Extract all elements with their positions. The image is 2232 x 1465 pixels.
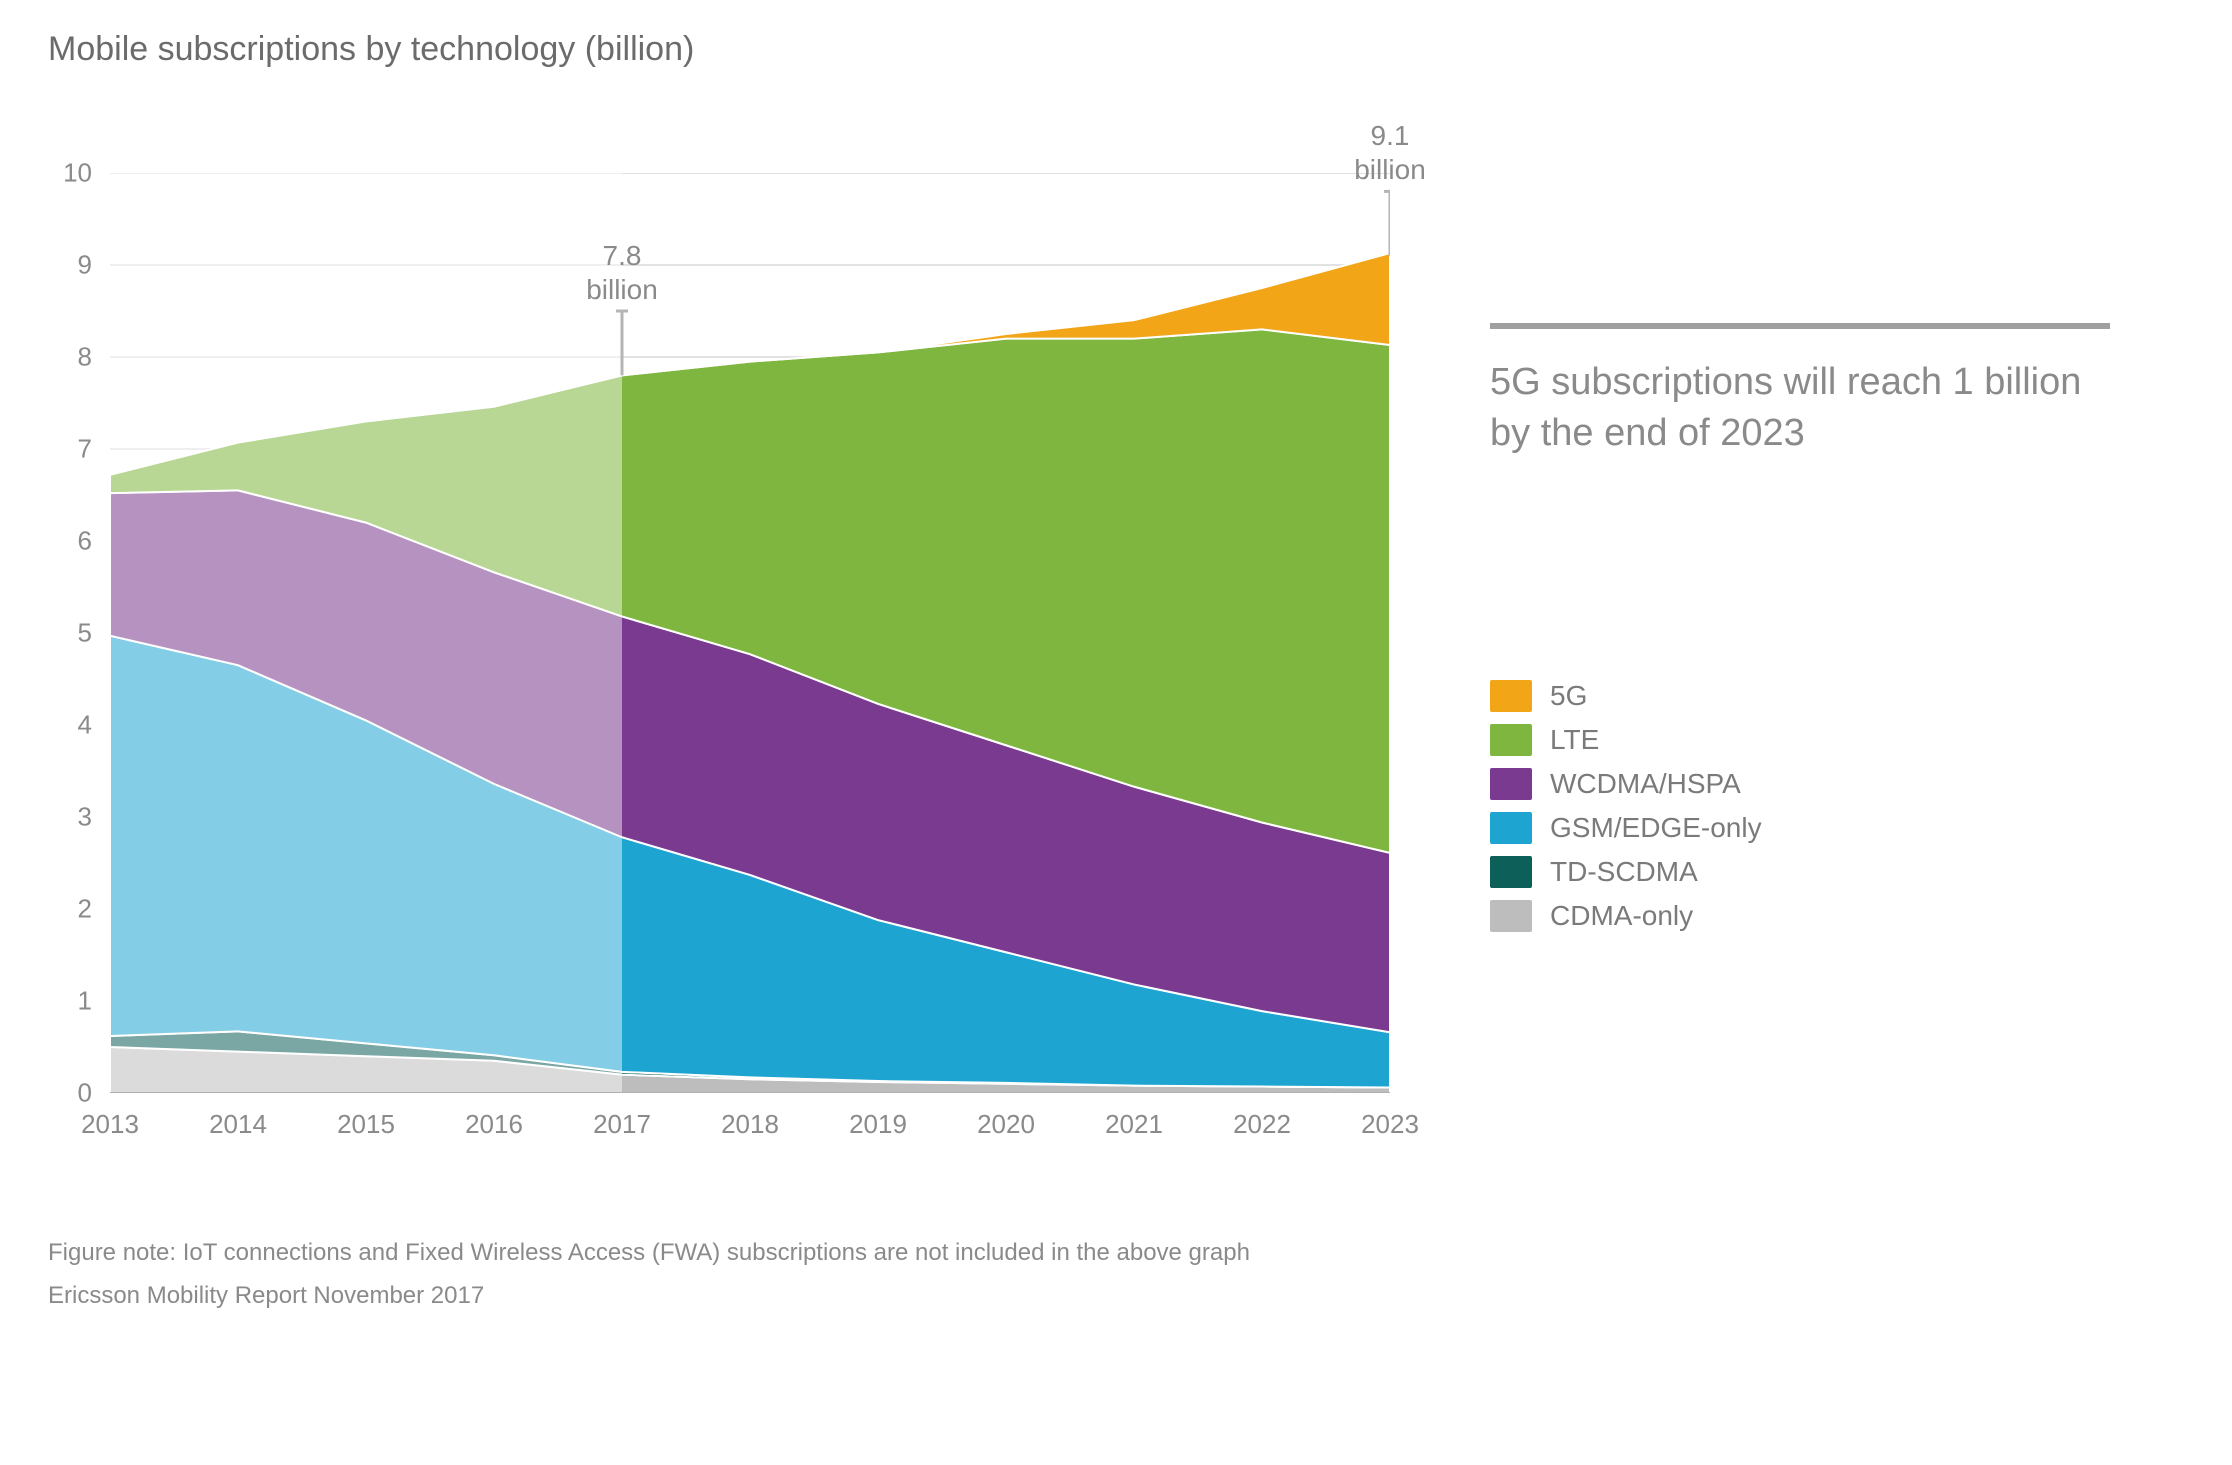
y-tick-label: 0: [78, 1078, 92, 1109]
callout: 9.1billion: [1354, 119, 1426, 186]
x-tick-label: 2017: [593, 1109, 651, 1140]
x-tick-label: 2023: [1361, 1109, 1419, 1140]
x-tick-label: 2015: [337, 1109, 395, 1140]
side-column: 5G subscriptions will reach 1 billion by…: [1490, 93, 2110, 944]
y-tick-label: 7: [78, 434, 92, 465]
y-tick-label: 8: [78, 342, 92, 373]
y-tick-label: 5: [78, 618, 92, 649]
x-tick-label: 2014: [209, 1109, 267, 1140]
legend: 5G LTE WCDMA/HSPA GSM/EDGE-only TD-SCDMA CDMA…: [1490, 680, 2110, 932]
legend-item: GSM/EDGE-only: [1490, 812, 2110, 844]
callout-unit: billion: [1354, 153, 1426, 187]
x-tick-label: 2016: [465, 1109, 523, 1140]
y-tick-label: 9: [78, 250, 92, 281]
legend-label: LTE: [1550, 724, 1599, 756]
legend-swatch: [1490, 768, 1532, 800]
stacked-area-chart: [110, 173, 1390, 1093]
y-tick-label: 3: [78, 802, 92, 833]
legend-label: CDMA-only: [1550, 900, 1693, 932]
legend-item: 5G: [1490, 680, 2110, 712]
x-axis: 2013201420152016201720182019202020212022…: [110, 1103, 1390, 1143]
footnote-line-1: Figure note: IoT connections and Fixed W…: [48, 1231, 1440, 1274]
y-tick-label: 10: [63, 158, 92, 189]
x-tick-label: 2022: [1233, 1109, 1291, 1140]
callout-value: 7.8: [586, 239, 658, 273]
layout-row: 0 1 2 3 4 5 6 7 8 9 10 2013 2014 2015 2016 2017 2018 201…: [40, 93, 2192, 1317]
footnote-line-2: Ericsson Mobility Report November 2017: [48, 1274, 1440, 1317]
legend-label: GSM/EDGE-only: [1550, 812, 1762, 844]
footnote: Figure note: IoT connections and Fixed W…: [48, 1231, 1440, 1317]
historical-overlay: [110, 173, 622, 1093]
y-tick-label: 1: [78, 986, 92, 1017]
chart-column: 0 1 2 3 4 5 6 7 8 9 10 2013 2014 2015 2016 2017 2018 201…: [40, 93, 1440, 1317]
legend-label: TD-SCDMA: [1550, 856, 1698, 888]
legend-swatch: [1490, 724, 1532, 756]
y-tick-label: 2: [78, 894, 92, 925]
x-tick-label: 2013: [81, 1109, 139, 1140]
legend-item: LTE: [1490, 724, 2110, 756]
chart-title: Mobile subscriptions by technology (bill…: [48, 30, 2192, 69]
y-axis: 012345678910: [40, 173, 100, 1093]
x-tick-label: 2021: [1105, 1109, 1163, 1140]
callout-unit: billion: [586, 273, 658, 307]
legend-item: WCDMA/HSPA: [1490, 768, 2110, 800]
y-tick-label: 6: [78, 526, 92, 557]
legend-label: WCDMA/HSPA: [1550, 768, 1741, 800]
side-divider: [1490, 323, 2110, 329]
x-tick-label: 2018: [721, 1109, 779, 1140]
legend-label: 5G: [1550, 680, 1587, 712]
legend-swatch: [1490, 900, 1532, 932]
legend-swatch: [1490, 680, 1532, 712]
legend-item: TD-SCDMA: [1490, 856, 2110, 888]
x-tick-label: 2019: [849, 1109, 907, 1140]
x-tick-label: 2020: [977, 1109, 1035, 1140]
legend-swatch: [1490, 856, 1532, 888]
chart-wrap: 0 1 2 3 4 5 6 7 8 9 10 2013 2014 2015 2016 2017 2018 201…: [40, 93, 1440, 1193]
callout-value: 9.1: [1354, 119, 1426, 153]
legend-swatch: [1490, 812, 1532, 844]
legend-item: CDMA-only: [1490, 900, 2110, 932]
callout: 7.8billion: [586, 239, 658, 306]
side-headline: 5G subscriptions will reach 1 billion by…: [1490, 357, 2110, 460]
y-tick-label: 4: [78, 710, 92, 741]
